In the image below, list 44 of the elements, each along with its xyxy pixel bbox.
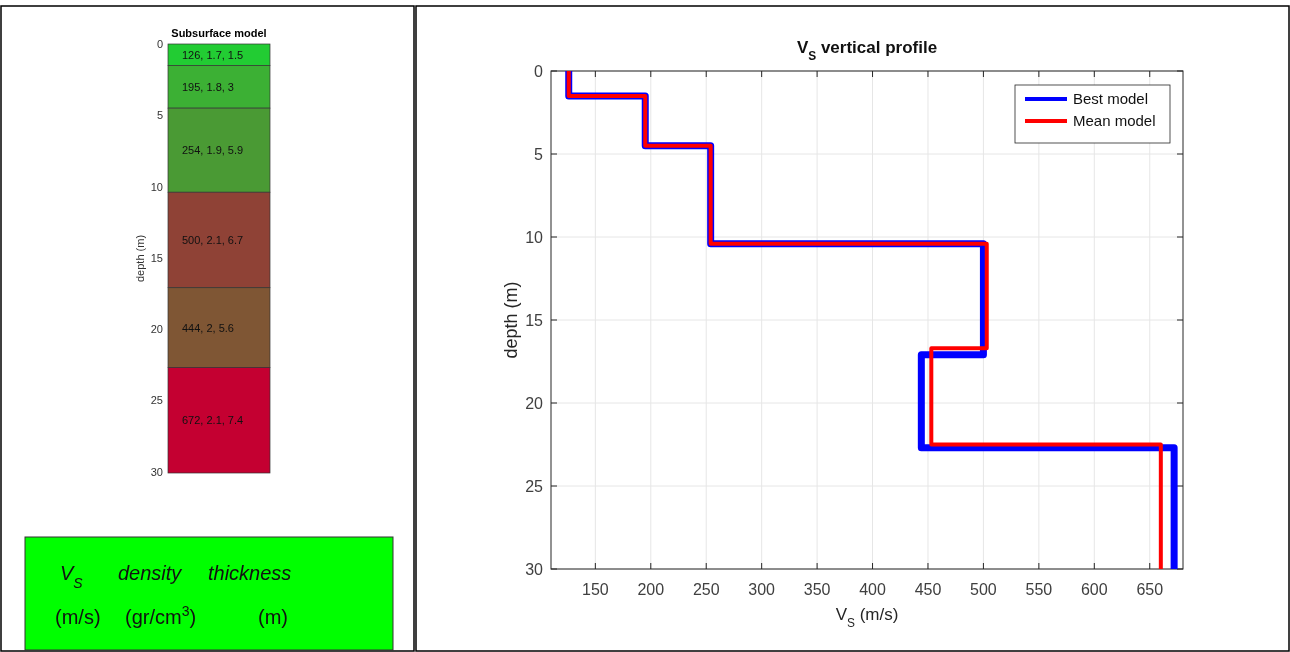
x-axis-title: V$_{S}$ (m/s)	[835, 605, 899, 630]
chart-title: V$_{S}$ vertical profile	[796, 38, 938, 63]
x-tick-label: 550	[1025, 581, 1053, 598]
y-tick-label: 25	[525, 478, 544, 495]
y-tick-label: 15	[525, 312, 544, 329]
x-tick-label: 650	[1136, 581, 1164, 598]
data-label: 500, 2.1, 6.7	[182, 233, 244, 246]
y-tick-label: 5	[534, 146, 544, 163]
y-tick-label: 30	[150, 465, 163, 478]
y-tick-label: 20	[525, 395, 544, 412]
y-tick-label: 0	[156, 38, 163, 50]
y-tick-label: 15	[150, 251, 163, 264]
y-tick-label: 0	[534, 63, 544, 80]
x-tick-label: 150	[582, 581, 609, 598]
x-tick-label: 250	[692, 581, 720, 598]
data-label: 672, 2.1, 7.4	[182, 414, 244, 427]
x-tick-label: 200	[637, 581, 665, 598]
text: (m)	[258, 606, 288, 628]
y-axis-title: depth (m)	[134, 234, 146, 283]
y-tick-label: 10	[525, 229, 544, 246]
y-tick-label: 25	[150, 394, 163, 407]
data-label: 254, 1.9, 5.9	[182, 144, 244, 157]
legend-label: Best model	[1073, 90, 1149, 107]
text: V$_{S}$	[60, 562, 84, 591]
x-tick-label: 400	[859, 581, 886, 598]
data-label: 126, 1.7, 1.5	[182, 48, 244, 61]
y-tick-label: 20	[150, 323, 163, 336]
x-tick-label: 600	[1080, 581, 1108, 598]
text: (gr/cm$^{3}$)	[125, 603, 197, 628]
y-tick-label: 10	[150, 180, 163, 193]
y-tick-label: 30	[525, 561, 544, 578]
x-tick-label: 450	[914, 581, 942, 598]
data-label: 195, 1.8, 3	[182, 80, 234, 93]
chart-title: Subsurface model	[171, 27, 267, 39]
y-tick-label: 5	[156, 109, 163, 122]
text: thickness	[208, 562, 292, 584]
x-tick-label: 350	[803, 581, 831, 598]
data-label: 444, 2, 5.6	[182, 321, 234, 334]
text: density	[118, 562, 183, 584]
text: (m/s)	[55, 606, 101, 628]
legend-label: Mean model	[1073, 112, 1156, 129]
x-tick-label: 300	[748, 581, 776, 598]
x-tick-label: 500	[970, 581, 997, 598]
y-axis-title: depth (m)	[501, 281, 521, 359]
